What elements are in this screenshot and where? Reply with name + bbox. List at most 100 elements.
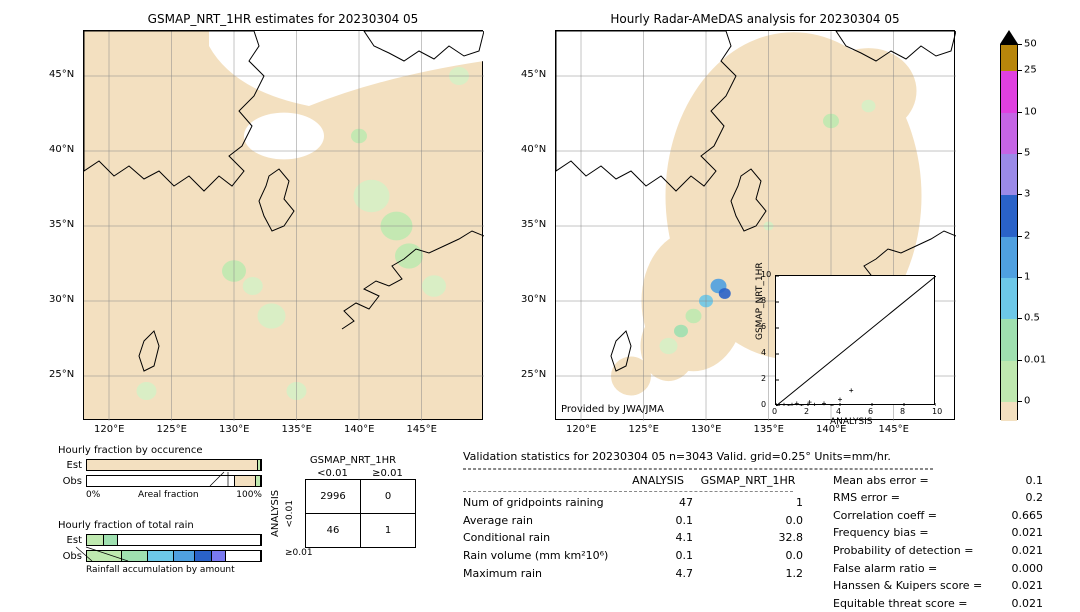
inset-xtick: 10 <box>932 407 942 416</box>
ytick-label: 30°N <box>521 294 546 305</box>
colorbar: 50251053210.50.010 <box>1000 30 1018 420</box>
bar-segment <box>148 551 174 561</box>
validation-row: Average rain0.10.0 <box>463 512 803 530</box>
ytick-label: 40°N <box>49 144 74 155</box>
bar-track <box>86 459 262 471</box>
cont-cell: 46 <box>306 514 361 548</box>
colorbar-segment <box>1001 361 1017 402</box>
ytick-label: 45°N <box>521 69 546 80</box>
bar-axis: 0%Areal fraction100% <box>86 490 262 500</box>
bar-row-label: Est <box>58 535 86 546</box>
validation-row: Conditional rain4.132.8 <box>463 529 803 547</box>
xtick-label: 130°E <box>219 424 249 435</box>
ytick-label: 35°N <box>521 219 546 230</box>
colorbar-segment <box>1001 45 1017 71</box>
colorbar-tickline <box>1018 44 1022 45</box>
cont-row-title: ANALYSIS <box>270 468 281 558</box>
cont-col-title: GSMAP_NRT_1HR <box>290 455 416 466</box>
inset-xtick: 4 <box>836 407 841 416</box>
fraction-occurrence-chart: Hourly fraction by occurence Est Obs0%Area… <box>58 445 262 500</box>
validation-title: Validation statistics for 20230304 05 n=… <box>463 448 1043 466</box>
bar-track <box>86 475 262 487</box>
bar-row: Est <box>58 458 262 472</box>
colorbar-tick-label: 3 <box>1024 189 1030 200</box>
inset-xtick: 8 <box>900 407 905 416</box>
xtick-label: 145°E <box>407 424 437 435</box>
bar-row: Obs <box>58 474 262 488</box>
bar-track <box>86 534 262 546</box>
bar-row-label: Est <box>58 460 86 471</box>
inset-ytick: 2 <box>761 374 766 383</box>
bar-row-label: Obs <box>58 551 86 562</box>
validation-metric: Mean abs error =0.1 <box>833 472 1043 490</box>
colorbar-segment <box>1001 402 1017 421</box>
inset-scatter <box>775 275 935 405</box>
map-attribution: Provided by JWA/JMA <box>561 404 664 415</box>
validation-row: Num of gridpoints raining471 <box>463 494 803 512</box>
inset-ylabel: GSMAP_NRT_1HR <box>755 262 765 340</box>
inset-xtick: 2 <box>804 407 809 416</box>
bar-bottom-label: Rainfall accumulation by amount <box>86 565 262 575</box>
colorbar-tick-label: 0.01 <box>1024 354 1046 365</box>
bar-segment <box>118 535 261 545</box>
bar-segment <box>226 551 261 561</box>
bar-track <box>86 550 262 562</box>
colorbar-tickline <box>1018 194 1022 195</box>
validation-metric: RMS error =0.2 <box>833 489 1043 507</box>
bar-segment <box>256 476 261 486</box>
validation-left-col: ANALYSISGSMAP_NRT_1HRNum of gridpoints r… <box>463 472 803 612</box>
ytick-label: 25°N <box>521 369 546 380</box>
bar-segment <box>87 551 122 561</box>
xtick-label: 125°E <box>629 424 659 435</box>
validation-metric: Equitable threat score =0.021 <box>833 595 1043 612</box>
xtick-label: 140°E <box>344 424 374 435</box>
bar-segment <box>87 535 104 545</box>
contingency-table: GSMAP_NRT_1HRANALYSIS<0.01≥0.01<0.012996… <box>270 455 416 558</box>
validation-metric: False alarm ratio =0.000 <box>833 560 1043 578</box>
bar-segment <box>212 551 226 561</box>
cont-cell: 2996 <box>306 480 361 514</box>
colorbar-tick-label: 10 <box>1024 106 1037 117</box>
cont-cell: 1 <box>361 514 416 548</box>
validation-metric: Probability of detection =0.021 <box>833 542 1043 560</box>
figure-root: GSMAP_NRT_1HR estimates for 20230304 05 … <box>0 0 1080 612</box>
bar-row: Est <box>58 533 262 547</box>
bar-segment <box>122 551 148 561</box>
cont-cell: 0 <box>361 480 416 514</box>
ytick-label: 35°N <box>49 219 74 230</box>
bar-segment <box>87 476 235 486</box>
bar-segment <box>235 476 256 486</box>
colorbar-bar <box>1000 44 1018 420</box>
colorbar-arrow-icon <box>1000 30 1018 44</box>
xtick-label: 145°E <box>879 424 909 435</box>
mini-chart-title: Hourly fraction of total rain <box>58 520 262 531</box>
colorbar-tick-label: 50 <box>1024 39 1037 50</box>
inset-xtick: 0 <box>772 407 777 416</box>
validation-metric: Correlation coeff =0.665 <box>833 507 1043 525</box>
colorbar-tick-label: 25 <box>1024 65 1037 76</box>
bar-segment <box>104 535 118 545</box>
colorbar-segment <box>1001 71 1017 112</box>
bar-row-label: Obs <box>58 476 86 487</box>
colorbar-segment <box>1001 278 1017 319</box>
colorbar-tick-label: 5 <box>1024 148 1030 159</box>
colorbar-tick-label: 2 <box>1024 230 1030 241</box>
ytick-label: 30°N <box>49 294 74 305</box>
mini-chart-title: Hourly fraction by occurence <box>58 445 262 456</box>
xtick-label: 135°E <box>754 424 784 435</box>
colorbar-tick-label: 0.5 <box>1024 313 1040 324</box>
ytick-label: 40°N <box>521 144 546 155</box>
colorbar-tick-label: 0 <box>1024 396 1030 407</box>
colorbar-tick-label: 1 <box>1024 272 1030 283</box>
validation-metric: Frequency bias =0.021 <box>833 524 1043 542</box>
inset-xtick: 6 <box>868 407 873 416</box>
colorbar-segment <box>1001 319 1017 360</box>
xtick-label: 130°E <box>691 424 721 435</box>
xtick-label: 120°E <box>94 424 124 435</box>
colorbar-tickline <box>1018 112 1022 113</box>
validation-row: Maximum rain4.71.2 <box>463 565 803 583</box>
validation-metric: Hanssen & Kuipers score =0.021 <box>833 577 1043 595</box>
colorbar-tickline <box>1018 70 1022 71</box>
colorbar-segment <box>1001 154 1017 195</box>
colorbar-tickline <box>1018 236 1022 237</box>
